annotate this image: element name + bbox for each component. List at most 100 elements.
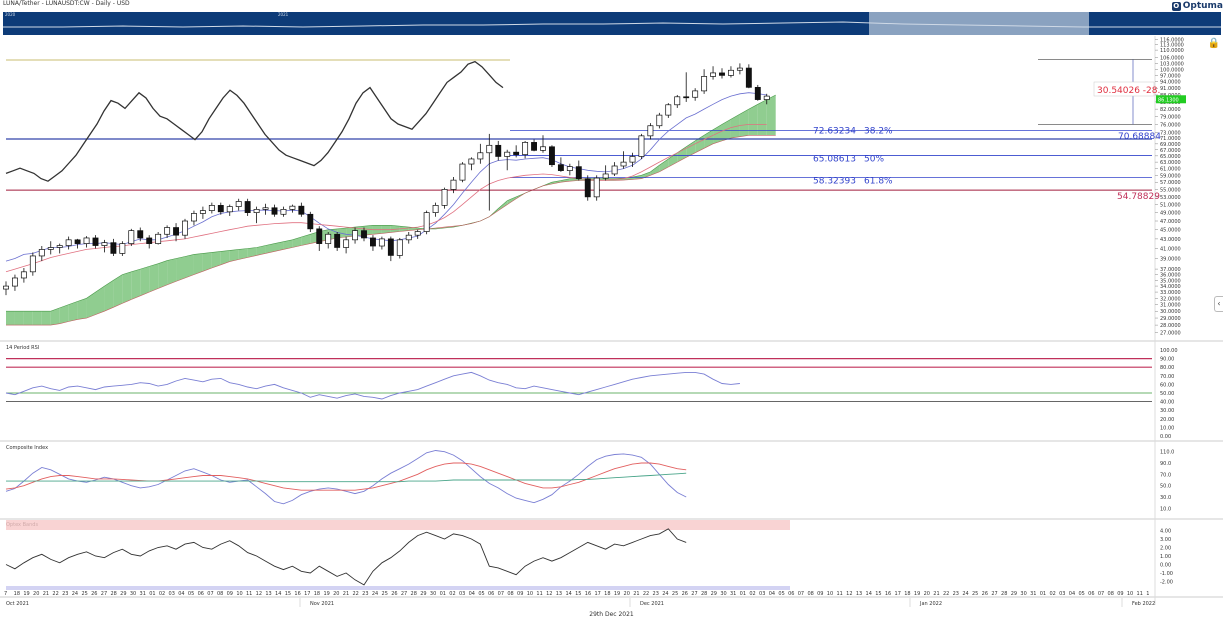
x-tick-label: 23 [362, 591, 368, 597]
ichimoku-cloud-segment [122, 271, 132, 304]
x-tick-label: 16 [885, 591, 891, 597]
ichimoku-cloud-segment [86, 292, 96, 319]
candle-body [173, 227, 179, 236]
candle-body [262, 207, 269, 210]
candle-body [289, 205, 296, 210]
x-tick-label: 09 [817, 591, 823, 597]
x-tick-label: 09 [1117, 591, 1123, 597]
fibonacci-value: 72.63234 [813, 127, 856, 137]
candle-body [638, 135, 645, 157]
candle-body [423, 212, 430, 232]
candle-body [504, 151, 511, 157]
x-tick-label: 03 [1059, 591, 1065, 597]
ichimoku-cloud-segment [220, 250, 230, 265]
ichimoku-cloud-segment [193, 253, 203, 275]
candle-body [12, 277, 18, 287]
x-tick-label: 06 [488, 591, 494, 597]
ichimoku-cloud-segment [23, 311, 33, 326]
candle-body [47, 247, 54, 250]
ichimoku-cloud-segment [176, 256, 185, 282]
x-tick-label: 16 [585, 591, 591, 597]
x-tick-label: 02 [749, 591, 755, 597]
ichimoku-cloud-segment [247, 247, 257, 258]
y-tick-label: 79.0000 [1160, 115, 1181, 121]
x-tick-label: 15 [575, 591, 581, 597]
y-tick-label: 32.0000 [1160, 296, 1181, 302]
ichimoku-cloud-segment [50, 307, 60, 326]
x-tick-label: 27 [101, 591, 107, 597]
x-tick-label: 01 [149, 591, 155, 597]
ichimoku-cloud-segment [265, 243, 275, 254]
y-tick-label: 53.0000 [1160, 195, 1181, 201]
x-tick-label: 12 [546, 591, 552, 597]
x-tick-label: 11 [1137, 591, 1143, 597]
senkou-span-a-line [6, 94, 776, 312]
y-tick-label: 69.0000 [1160, 142, 1181, 148]
candle-body [307, 213, 314, 230]
tenkan-line [5, 92, 767, 262]
candle-body [557, 164, 564, 171]
chikou-line [5, 60, 504, 182]
x-tick-label: 23 [62, 591, 68, 597]
x-tick-label: 11 [246, 591, 252, 597]
x-tick-label: 31 [730, 591, 736, 597]
lock-icon[interactable]: 🔒 [1207, 38, 1220, 49]
ichimoku-cloud-segment [211, 251, 221, 269]
candle-body [83, 237, 90, 244]
x-tick-label: 29 [1011, 591, 1017, 597]
y-tick-label: 39.0000 [1160, 257, 1181, 263]
x-tick-label: 10 [1127, 591, 1133, 597]
chevron-left-icon[interactable]: ‹ [1214, 296, 1223, 312]
x-tick-label: 12 [256, 591, 262, 597]
x-tick-label: 17 [304, 591, 310, 597]
candle-body [459, 163, 466, 181]
x-tick-label: 25 [81, 591, 87, 597]
x-tick-label: 21 [343, 591, 349, 597]
x-tick-label: 22 [943, 591, 949, 597]
y-tick-label: -2.00 [1160, 580, 1173, 586]
x-tick-label: 05 [778, 591, 784, 597]
ichimoku-cloud-segment [390, 225, 400, 233]
candle-body [432, 205, 439, 213]
x-tick-label: 10 [527, 591, 533, 597]
ichimoku-cloud-segment [507, 196, 517, 205]
navigator-bar[interactable]: 2020 2021 [3, 12, 1221, 35]
candle-body [719, 72, 725, 76]
x-tick-label: 04 [178, 591, 184, 597]
ichimoku-cloud-segment [668, 152, 678, 167]
x-tick-label: 01 [440, 591, 446, 597]
ichimoku-cloud-segment [95, 286, 105, 315]
candle-body [38, 249, 45, 257]
y-tick-label: 34.0000 [1160, 284, 1181, 290]
x-tick-label: 15 [875, 591, 881, 597]
x-tick-label: 23 [653, 591, 659, 597]
x-tick-label: 05 [478, 591, 484, 597]
ichimoku-cloud-segment [551, 180, 561, 185]
fibonacci-value: 65.08613 [813, 155, 856, 165]
fibonacci-percent: 38.2% [864, 127, 893, 137]
candle-body [727, 69, 734, 76]
candle-body [137, 230, 144, 239]
y-tick-label: 50.0 [1160, 484, 1171, 490]
x-tick-label: 28 [701, 591, 707, 597]
candle-body [683, 96, 690, 99]
x-tick-label: 28 [411, 591, 417, 597]
x-tick-label: 11 [536, 591, 542, 597]
candle-body [253, 209, 260, 213]
candle-body [316, 228, 323, 244]
x-tick-label: 04 [469, 591, 475, 597]
candle-body [164, 227, 171, 235]
month-label: Feb 2022 [1132, 601, 1155, 607]
candle-body [486, 144, 493, 154]
y-tick-label: 3.00 [1160, 537, 1171, 543]
candle-body [271, 207, 278, 215]
last-price-label: 86.1300 [1158, 97, 1179, 103]
y-tick-label: 30.0 [1160, 495, 1171, 501]
candle-body [128, 230, 135, 244]
x-tick-label: 22 [352, 591, 358, 597]
y-tick-label: 110.0000 [1160, 48, 1184, 54]
y-tick-label: 90.00 [1160, 357, 1174, 363]
candle-body [191, 213, 197, 222]
candle-body [414, 231, 421, 236]
